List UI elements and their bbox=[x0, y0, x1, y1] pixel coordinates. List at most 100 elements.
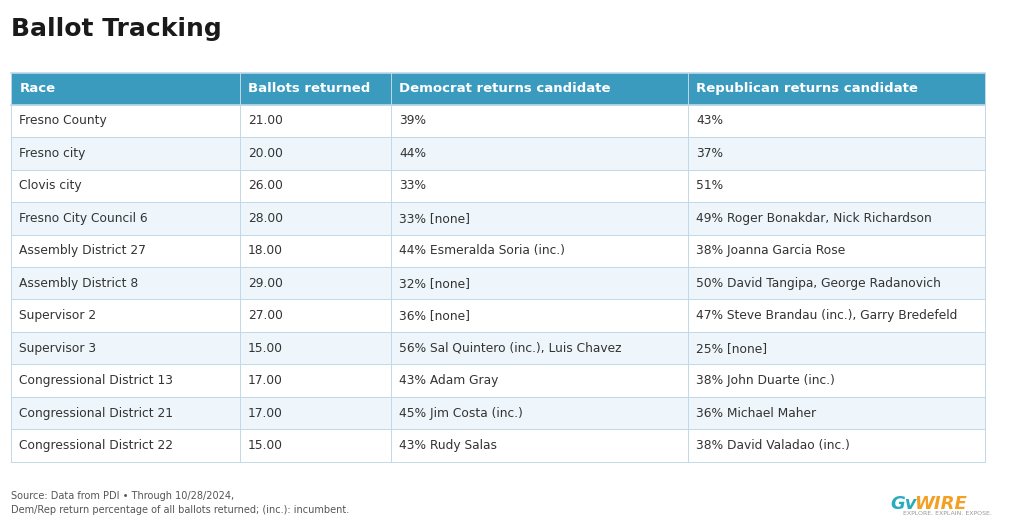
FancyBboxPatch shape bbox=[688, 235, 984, 267]
Text: Republican returns candidate: Republican returns candidate bbox=[695, 82, 917, 95]
Text: Ballots returned: Ballots returned bbox=[248, 82, 370, 95]
FancyBboxPatch shape bbox=[688, 105, 984, 137]
Text: 43%: 43% bbox=[695, 114, 722, 128]
FancyBboxPatch shape bbox=[239, 202, 390, 235]
FancyBboxPatch shape bbox=[390, 170, 688, 202]
Text: 20.00: 20.00 bbox=[248, 147, 282, 160]
FancyBboxPatch shape bbox=[239, 429, 390, 462]
Text: Assembly District 27: Assembly District 27 bbox=[19, 244, 146, 257]
FancyBboxPatch shape bbox=[239, 137, 390, 170]
Text: 27.00: 27.00 bbox=[248, 309, 282, 322]
FancyBboxPatch shape bbox=[239, 364, 390, 397]
FancyBboxPatch shape bbox=[239, 105, 390, 137]
Text: Clovis city: Clovis city bbox=[19, 179, 82, 193]
Text: Supervisor 3: Supervisor 3 bbox=[19, 342, 97, 355]
Text: 50% David Tangipa, George Radanovich: 50% David Tangipa, George Radanovich bbox=[695, 277, 941, 290]
Text: 56% Sal Quintero (inc.), Luis Chavez: 56% Sal Quintero (inc.), Luis Chavez bbox=[398, 342, 621, 355]
FancyBboxPatch shape bbox=[390, 202, 688, 235]
Text: Gv: Gv bbox=[890, 495, 916, 513]
FancyBboxPatch shape bbox=[688, 332, 984, 364]
Text: 21.00: 21.00 bbox=[248, 114, 282, 128]
Text: 15.00: 15.00 bbox=[248, 342, 283, 355]
Text: Democrat returns candidate: Democrat returns candidate bbox=[398, 82, 610, 95]
Text: 26.00: 26.00 bbox=[248, 179, 282, 193]
FancyBboxPatch shape bbox=[11, 397, 239, 429]
Text: 51%: 51% bbox=[695, 179, 722, 193]
Text: Congressional District 13: Congressional District 13 bbox=[19, 374, 173, 387]
FancyBboxPatch shape bbox=[688, 137, 984, 170]
Text: 17.00: 17.00 bbox=[248, 374, 282, 387]
FancyBboxPatch shape bbox=[390, 364, 688, 397]
Text: 38% John Duarte (inc.): 38% John Duarte (inc.) bbox=[695, 374, 835, 387]
Text: Fresno County: Fresno County bbox=[19, 114, 107, 128]
Text: 47% Steve Brandau (inc.), Garry Bredefeld: 47% Steve Brandau (inc.), Garry Bredefel… bbox=[695, 309, 957, 322]
FancyBboxPatch shape bbox=[688, 202, 984, 235]
FancyBboxPatch shape bbox=[239, 300, 390, 332]
FancyBboxPatch shape bbox=[11, 170, 239, 202]
Text: 38% Joanna Garcia Rose: 38% Joanna Garcia Rose bbox=[695, 244, 845, 257]
Text: Ballot Tracking: Ballot Tracking bbox=[11, 17, 222, 41]
FancyBboxPatch shape bbox=[11, 202, 239, 235]
Text: 37%: 37% bbox=[695, 147, 722, 160]
Text: Supervisor 2: Supervisor 2 bbox=[19, 309, 97, 322]
Text: 44% Esmeralda Soria (inc.): 44% Esmeralda Soria (inc.) bbox=[398, 244, 565, 257]
FancyBboxPatch shape bbox=[239, 332, 390, 364]
FancyBboxPatch shape bbox=[688, 429, 984, 462]
Text: 43% Adam Gray: 43% Adam Gray bbox=[398, 374, 498, 387]
FancyBboxPatch shape bbox=[390, 267, 688, 300]
FancyBboxPatch shape bbox=[239, 397, 390, 429]
Text: 29.00: 29.00 bbox=[248, 277, 282, 290]
Text: Source: Data from PDI • Through 10/28/2024,
Dem/Rep return percentage of all bal: Source: Data from PDI • Through 10/28/20… bbox=[11, 491, 350, 515]
Text: 17.00: 17.00 bbox=[248, 406, 282, 420]
FancyBboxPatch shape bbox=[239, 267, 390, 300]
Text: 32% [none]: 32% [none] bbox=[398, 277, 470, 290]
FancyBboxPatch shape bbox=[390, 300, 688, 332]
FancyBboxPatch shape bbox=[239, 73, 390, 105]
FancyBboxPatch shape bbox=[688, 300, 984, 332]
FancyBboxPatch shape bbox=[11, 73, 239, 105]
FancyBboxPatch shape bbox=[11, 105, 239, 137]
FancyBboxPatch shape bbox=[688, 170, 984, 202]
FancyBboxPatch shape bbox=[688, 397, 984, 429]
Text: 18.00: 18.00 bbox=[248, 244, 283, 257]
Text: 36% Michael Maher: 36% Michael Maher bbox=[695, 406, 815, 420]
Text: Fresno City Council 6: Fresno City Council 6 bbox=[19, 212, 148, 225]
Text: 39%: 39% bbox=[398, 114, 426, 128]
FancyBboxPatch shape bbox=[239, 170, 390, 202]
FancyBboxPatch shape bbox=[390, 73, 688, 105]
Text: Congressional District 22: Congressional District 22 bbox=[19, 439, 173, 452]
FancyBboxPatch shape bbox=[11, 267, 239, 300]
FancyBboxPatch shape bbox=[390, 397, 688, 429]
Text: 33% [none]: 33% [none] bbox=[398, 212, 470, 225]
FancyBboxPatch shape bbox=[390, 105, 688, 137]
Text: 25% [none]: 25% [none] bbox=[695, 342, 766, 355]
FancyBboxPatch shape bbox=[390, 137, 688, 170]
Text: 38% David Valadao (inc.): 38% David Valadao (inc.) bbox=[695, 439, 849, 452]
FancyBboxPatch shape bbox=[11, 332, 239, 364]
Text: Fresno city: Fresno city bbox=[19, 147, 86, 160]
FancyBboxPatch shape bbox=[11, 137, 239, 170]
FancyBboxPatch shape bbox=[390, 429, 688, 462]
Text: Congressional District 21: Congressional District 21 bbox=[19, 406, 173, 420]
Text: Race: Race bbox=[19, 82, 55, 95]
Text: EXPLORE. EXPLAIN. EXPOSE.: EXPLORE. EXPLAIN. EXPOSE. bbox=[902, 511, 990, 516]
FancyBboxPatch shape bbox=[11, 300, 239, 332]
Text: 45% Jim Costa (inc.): 45% Jim Costa (inc.) bbox=[398, 406, 523, 420]
FancyBboxPatch shape bbox=[390, 235, 688, 267]
FancyBboxPatch shape bbox=[11, 429, 239, 462]
Text: 15.00: 15.00 bbox=[248, 439, 283, 452]
Text: 36% [none]: 36% [none] bbox=[398, 309, 470, 322]
Text: 33%: 33% bbox=[398, 179, 426, 193]
FancyBboxPatch shape bbox=[688, 364, 984, 397]
Text: 49% Roger Bonakdar, Nick Richardson: 49% Roger Bonakdar, Nick Richardson bbox=[695, 212, 931, 225]
Text: 28.00: 28.00 bbox=[248, 212, 283, 225]
Text: WIRE: WIRE bbox=[913, 495, 965, 513]
Text: 43% Rudy Salas: 43% Rudy Salas bbox=[398, 439, 496, 452]
FancyBboxPatch shape bbox=[390, 332, 688, 364]
FancyBboxPatch shape bbox=[239, 235, 390, 267]
Text: Assembly District 8: Assembly District 8 bbox=[19, 277, 139, 290]
FancyBboxPatch shape bbox=[688, 267, 984, 300]
Text: 44%: 44% bbox=[398, 147, 426, 160]
FancyBboxPatch shape bbox=[11, 235, 239, 267]
FancyBboxPatch shape bbox=[688, 73, 984, 105]
